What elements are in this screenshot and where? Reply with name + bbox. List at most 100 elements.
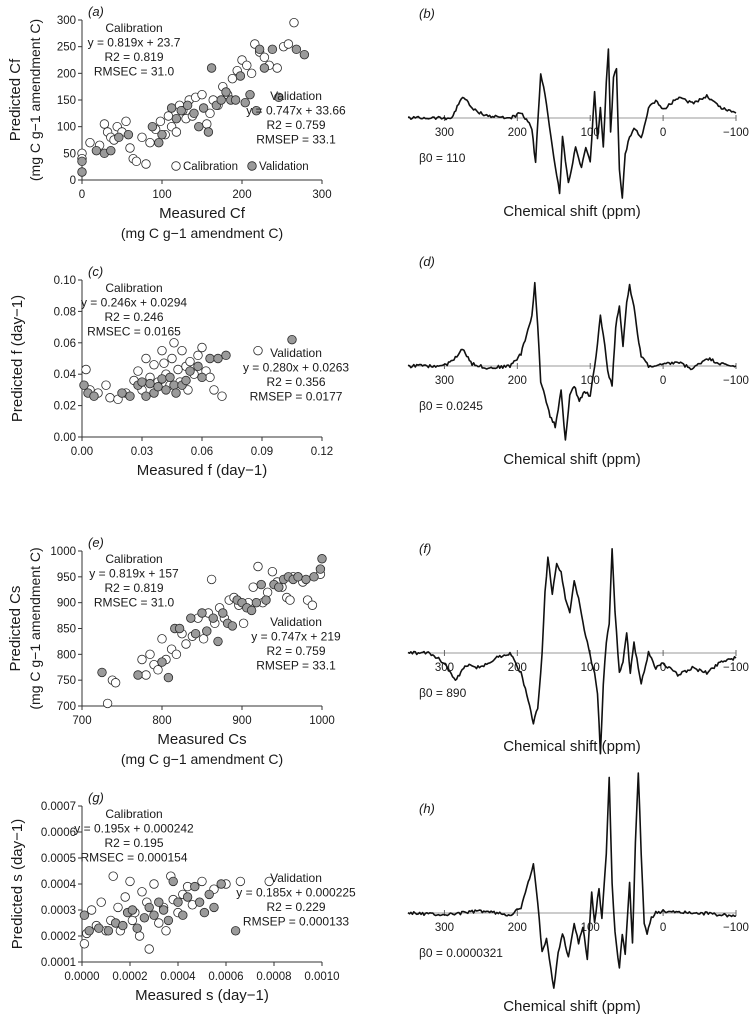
validation-stats: R2 = 0.759 bbox=[266, 644, 325, 658]
validation-point bbox=[190, 628, 201, 639]
calibration-point bbox=[108, 871, 118, 881]
validation-point bbox=[118, 920, 128, 931]
validation-point bbox=[274, 92, 284, 103]
validation-point bbox=[123, 129, 134, 140]
validation-stats: RMSEP = 0.000133 bbox=[243, 915, 350, 929]
validation-point bbox=[213, 636, 223, 647]
y-tick-label: 0.0005 bbox=[41, 853, 76, 865]
calibration-point bbox=[120, 892, 130, 902]
calibration-point bbox=[185, 356, 195, 367]
validation-point bbox=[132, 923, 142, 933]
x-tick-label: 0.09 bbox=[251, 446, 273, 458]
validation-point bbox=[267, 44, 278, 55]
calibration-point bbox=[198, 634, 209, 644]
validation-point bbox=[254, 44, 265, 55]
calibration-stats: RMSEC = 0.0165 bbox=[87, 325, 181, 339]
validation-point bbox=[299, 49, 310, 60]
validation-point bbox=[221, 350, 231, 361]
validation-stats: y = 0.747x + 219 bbox=[251, 630, 341, 644]
panel-label: (g) bbox=[88, 790, 104, 805]
validation-point bbox=[197, 608, 207, 618]
validation-point bbox=[157, 374, 167, 384]
validation-point bbox=[245, 89, 255, 100]
validation-point bbox=[147, 121, 158, 132]
x-tick-label: 100 bbox=[581, 375, 600, 387]
validation-point bbox=[287, 334, 297, 345]
validation-point bbox=[178, 910, 188, 920]
y-tick-label: 950 bbox=[57, 572, 76, 584]
validation-point bbox=[154, 137, 164, 148]
x-tick-label: 0.03 bbox=[131, 446, 153, 458]
calibration-point bbox=[99, 119, 110, 129]
calibration-point bbox=[217, 391, 227, 401]
calibration-point bbox=[181, 639, 191, 649]
validation-point bbox=[251, 105, 262, 116]
calibration-point bbox=[206, 574, 217, 585]
validation-point bbox=[141, 391, 151, 401]
y-tick-label: 0.0002 bbox=[41, 931, 76, 943]
validation-point bbox=[230, 95, 241, 105]
calibration-point bbox=[307, 600, 318, 610]
calibration-stats: Calibration bbox=[105, 21, 162, 35]
x-tick-label: 900 bbox=[232, 715, 251, 727]
validation-point bbox=[157, 129, 167, 140]
calibration-stats: y = 0.246x + 0.0294 bbox=[81, 296, 187, 310]
validation-stats: Validation bbox=[270, 871, 322, 885]
validation-point bbox=[171, 388, 181, 398]
beta-label: β0 = 890 bbox=[419, 686, 467, 700]
x-tick-label: 300 bbox=[435, 127, 454, 139]
calibration-point bbox=[253, 561, 263, 572]
calibration-point bbox=[173, 364, 183, 375]
x-tick-label: −100 bbox=[723, 662, 749, 674]
validation-point bbox=[202, 626, 212, 636]
validation-point bbox=[114, 132, 124, 143]
x-axis-label: Measured Cs bbox=[157, 731, 246, 748]
y-tick-label: 700 bbox=[57, 701, 76, 713]
calibration-point bbox=[125, 143, 135, 153]
validation-point bbox=[209, 902, 219, 913]
validation-point bbox=[218, 608, 228, 618]
validation-point bbox=[77, 156, 87, 167]
validation-point bbox=[198, 103, 209, 113]
y-tick-label: 0.00 bbox=[54, 432, 76, 444]
validation-point bbox=[79, 910, 90, 920]
calibration-point bbox=[197, 876, 207, 887]
validation-point bbox=[106, 145, 116, 156]
x-tick-label: 100 bbox=[581, 922, 600, 934]
y-tick-label: 900 bbox=[57, 598, 76, 610]
calibration-point bbox=[141, 670, 151, 680]
validation-point bbox=[117, 388, 127, 398]
calibration-point bbox=[149, 360, 159, 370]
x-tick-label: 100 bbox=[152, 189, 171, 201]
beta-label: β0 = 110 bbox=[419, 151, 466, 165]
calibration-point bbox=[272, 63, 282, 73]
calibration-point bbox=[193, 350, 203, 361]
x-tick-label: 300 bbox=[435, 375, 454, 387]
calibration-stats: R2 = 0.819 bbox=[104, 581, 163, 595]
y-axis-sublabel: (mg C g−1 amendment C) bbox=[27, 19, 43, 181]
y-tick-label: 800 bbox=[57, 649, 76, 661]
calibration-point bbox=[155, 116, 166, 127]
calibration-point bbox=[285, 595, 295, 605]
y-tick-label: 0.04 bbox=[54, 369, 77, 381]
validation-point bbox=[186, 613, 196, 623]
calibration-stats: y = 0.819x + 157 bbox=[89, 567, 179, 581]
y-axis-label: Predicted s (day−1) bbox=[9, 819, 26, 949]
calibration-stats: Calibration bbox=[105, 552, 162, 566]
x-tick-label: −100 bbox=[723, 375, 749, 387]
calibration-point bbox=[113, 902, 123, 913]
validation-point bbox=[194, 897, 205, 907]
y-tick-label: 0.0001 bbox=[41, 957, 76, 969]
x-axis-label: Measured Cf bbox=[159, 205, 246, 222]
y-tick-label: 750 bbox=[57, 675, 76, 687]
x-tick-label: 0.0008 bbox=[256, 971, 291, 983]
x-axis-label: Measured f (day−1) bbox=[137, 462, 267, 479]
calibration-point bbox=[209, 385, 219, 395]
calibration-stats: y = 0.195x + 0.000242 bbox=[74, 822, 194, 836]
x-tick-label: 200 bbox=[508, 127, 527, 139]
calibration-point bbox=[248, 582, 258, 592]
y-tick-label: 1000 bbox=[50, 546, 76, 558]
validation-point bbox=[206, 63, 217, 73]
validation-point bbox=[97, 667, 107, 678]
